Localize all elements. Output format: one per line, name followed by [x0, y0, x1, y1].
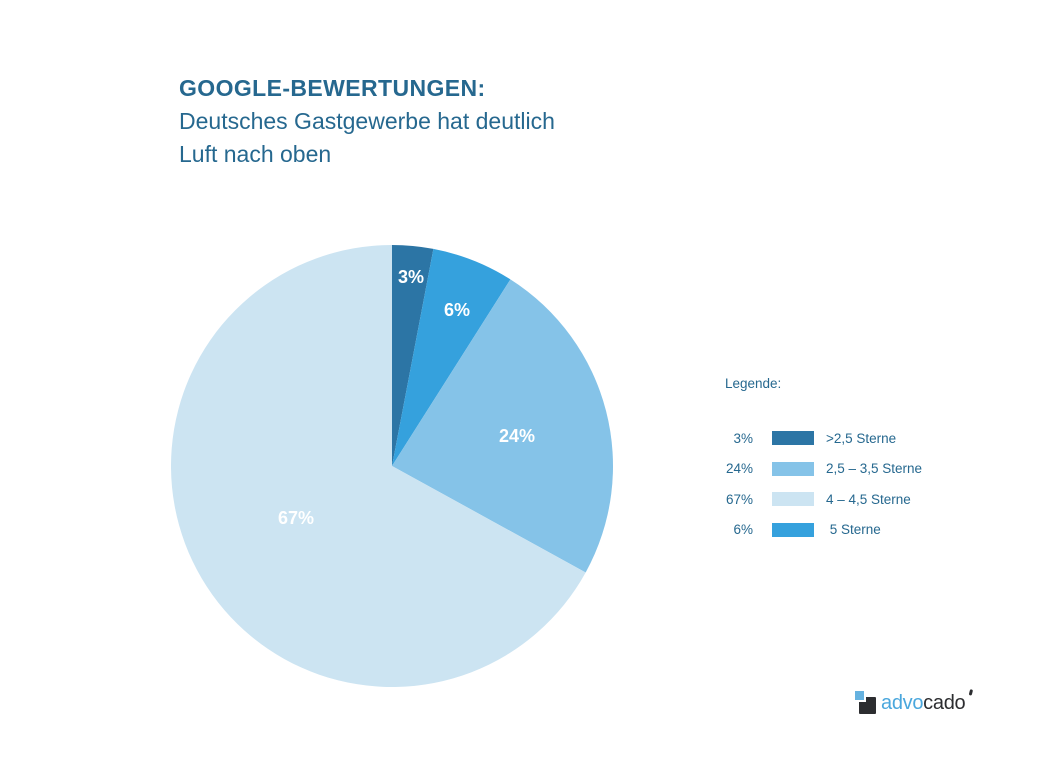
pie-chart: 3% 6% 24% 67%: [171, 245, 613, 687]
legend-swatch-pale-blue: [772, 492, 814, 506]
pie-slice-label-6pct: 6%: [444, 300, 470, 320]
legend-row-5-sterne: 6% 5 Sterne: [720, 522, 922, 537]
legend-rows: 3% >2,5 Sterne 24% 2,5 – 3,5 Sterne 67% …: [720, 430, 923, 538]
legend-row-2-5-3-5-sterne: 24% 2,5 – 3,5 Sterne: [720, 461, 923, 476]
legend-row-gt-2-5-sterne: 3% >2,5 Sterne: [720, 430, 922, 446]
legend-label: >2,5 Sterne: [826, 430, 897, 446]
legend-percent: 6%: [733, 522, 753, 537]
legend-label: 2,5 – 3,5 Sterne: [826, 461, 923, 476]
pie-slice-label-24pct: 24%: [499, 426, 535, 446]
legend-heading: Legende:: [725, 376, 782, 391]
legend-swatch-medium-blue: [772, 522, 814, 537]
pie-slice-4-4-5-sterne: [171, 245, 586, 687]
logo-black-square: [859, 697, 876, 714]
legend-percent: 67%: [725, 491, 753, 507]
legend-swatch-light-blue: [772, 461, 814, 476]
legend-percent: 24%: [725, 461, 753, 476]
pie-slice-gt-2-5-sterne: [392, 245, 434, 466]
page-title: GOOGLE-BEWERTUNGEN:: [179, 75, 486, 101]
legend: Legende: 3% >2,5 Sterne 24% 2,5 – 3,5 St…: [720, 376, 922, 553]
advocado-logo-text: advocado: [881, 689, 974, 716]
advocado-logo-icon: [853, 689, 877, 716]
advocado-logo: advocado: [853, 689, 974, 716]
pie-slice-label-67pct: 67%: [278, 508, 314, 528]
pie-slice-label-3pct: 3%: [398, 267, 424, 287]
legend-percent: 3%: [733, 430, 753, 446]
legend-swatch-dark-blue: [772, 431, 814, 445]
logo-apostrophe-mark: [969, 689, 974, 696]
legend-row-4-4-5-sterne: 67% 4 – 4,5 Sterne: [720, 491, 922, 507]
pie-slice-5-sterne: [392, 248, 511, 466]
logo-text-cado: cado: [923, 692, 966, 714]
page-subtitle: Deutsches Gastgewerbe hat deutlich Luft …: [179, 108, 555, 167]
logo-text-advo: advo: [881, 692, 924, 714]
title-block: GOOGLE-BEWERTUNGEN: Deutsches Gastgewerb…: [179, 72, 555, 171]
legend-label: 5 Sterne: [826, 522, 881, 537]
logo-blue-square: [855, 691, 864, 700]
pie-slice-2-5-3-5-sterne: [392, 279, 613, 573]
legend-label: 4 – 4,5 Sterne: [826, 491, 911, 507]
